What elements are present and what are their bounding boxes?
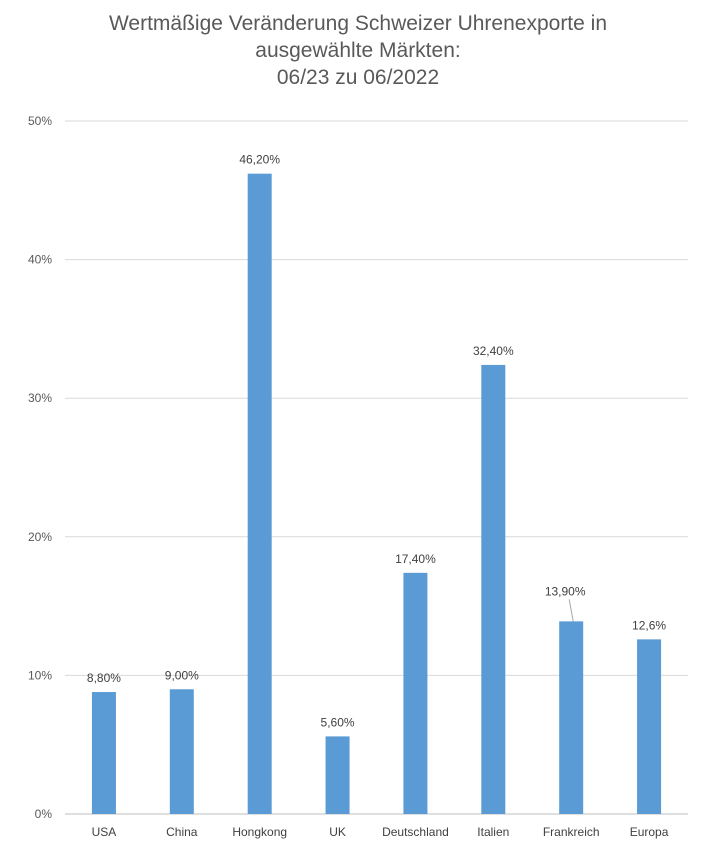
bar <box>325 736 350 814</box>
chart-title-line-3: 06/23 zu 06/2022 <box>276 66 440 89</box>
y-tick-label: 10% <box>28 668 52 682</box>
bars <box>91 173 662 815</box>
bar <box>91 692 116 814</box>
chart-title-line-1: Wertmäßige Veränderung Schweizer Uhrenex… <box>108 12 608 35</box>
data-label-leader-line <box>568 599 574 622</box>
bar <box>169 689 194 814</box>
bar <box>247 173 272 815</box>
data-label: 46,20% <box>239 153 280 167</box>
y-tick-label: 30% <box>28 391 52 405</box>
x-category-label: USA <box>92 825 117 839</box>
bar <box>403 572 428 814</box>
x-axis-categories: USA China Hongkong UK Deutschland Italien Fran… <box>92 825 669 839</box>
gridlines <box>65 120 688 815</box>
x-category-label: UK <box>329 825 346 839</box>
y-tick-label: 0% <box>35 807 53 821</box>
data-label: 12,6% <box>632 618 666 632</box>
data-label: 9,00% <box>165 668 199 682</box>
chart-title-line-2: ausgewählte Märkten: <box>255 39 461 62</box>
data-label: 17,40% <box>395 552 436 566</box>
bar <box>559 621 584 814</box>
y-tick-label: 20% <box>28 530 52 544</box>
x-category-label: Frankreich <box>543 825 600 839</box>
y-tick-label: 40% <box>28 253 52 267</box>
data-label: 8,80% <box>87 671 121 685</box>
data-labels: 8,80% 9,00% 46,20% 5,60% 17,40% 32,40% 13,90% 1… <box>87 153 666 730</box>
y-axis-ticks: 0% 10% 20% 30% 40% 50% <box>28 114 52 821</box>
bar <box>481 364 506 814</box>
y-tick-label: 50% <box>28 114 52 128</box>
data-label: 32,40% <box>473 344 514 358</box>
x-category-label: Italien <box>477 825 509 839</box>
data-label: 5,60% <box>321 715 355 729</box>
x-category-label: China <box>166 825 198 839</box>
bar <box>637 639 662 814</box>
data-label: 13,90% <box>545 584 586 598</box>
x-category-label: Hongkong <box>232 825 287 839</box>
x-category-label: Europa <box>630 825 669 839</box>
chart-title: Wertmäßige Veränderung Schweizer Uhrenex… <box>0 10 716 91</box>
x-category-label: Deutschland <box>382 825 449 839</box>
